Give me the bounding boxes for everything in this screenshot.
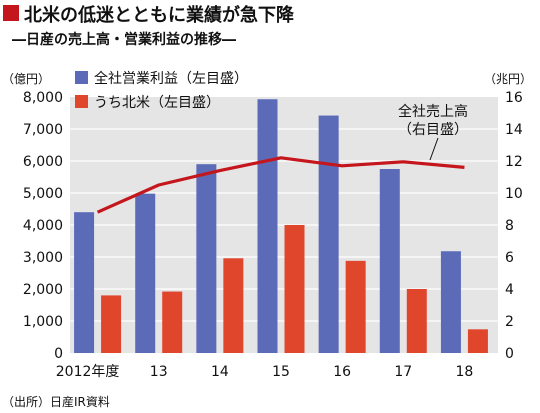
legend-label-operating-profit: 全社営業利益（左目盛） <box>94 70 248 87</box>
left-tick-label: 2,000 <box>23 282 63 298</box>
legend-swatch-north-america <box>75 95 88 108</box>
left-axis-ticks: 0 1,000 2,000 3,000 4,000 5,000 6,000 7,000 8,00… <box>23 90 63 362</box>
bar-operating-profit <box>74 212 95 353</box>
bar-north-america <box>406 289 427 353</box>
x-tick-label: 16 <box>333 364 351 380</box>
bar-operating-profit <box>257 99 278 354</box>
left-tick-label: 0 <box>54 346 63 362</box>
left-tick-label: 1,000 <box>23 314 63 330</box>
left-tick-label: 5,000 <box>23 186 63 202</box>
line-sales-series <box>96 156 465 214</box>
chart-title: 北米の低迷とともに業績が急下降 <box>24 4 295 26</box>
right-tick-label: 16 <box>505 90 523 106</box>
bar-north-america <box>162 291 183 353</box>
line-annotation: 全社売上高 （右目盛） <box>398 103 468 161</box>
x-tick-label: 14 <box>211 364 229 380</box>
right-axis-ticks: 0 2 4 6 8 10 12 14 16 <box>505 90 523 362</box>
right-tick-label: 4 <box>505 282 514 298</box>
bar-north-america <box>467 329 488 353</box>
bar-operating-profit <box>379 169 400 353</box>
source-note: （出所）日産IR資料 <box>2 394 110 409</box>
legend: 全社営業利益（左目盛） うち北米（左目盛） <box>75 70 248 111</box>
right-axis-unit: （兆円） <box>484 72 532 86</box>
line-label-leader <box>429 137 439 161</box>
left-tick-label: 4,000 <box>23 218 63 234</box>
left-tick-label: 7,000 <box>23 122 63 138</box>
x-tick-label: 13 <box>150 364 168 380</box>
left-tick-label: 8,000 <box>23 90 63 106</box>
right-tick-label: 6 <box>505 250 514 266</box>
bar-operating-profit <box>440 251 461 353</box>
bar-operating-profit <box>318 115 339 353</box>
right-tick-label: 0 <box>505 346 514 362</box>
right-tick-label: 14 <box>505 122 523 138</box>
x-tick-label: 15 <box>272 364 290 380</box>
legend-label-north-america: うち北米（左目盛） <box>94 95 220 111</box>
bar-north-america <box>284 225 305 353</box>
chart-subtitle: ―日産の売上高・営業利益の推移― <box>12 31 236 48</box>
title-marker <box>3 5 19 21</box>
right-tick-label: 8 <box>505 218 514 234</box>
bar-north-america <box>101 295 122 353</box>
x-axis-ticks: 2012年度 13 14 15 16 17 18 <box>56 364 474 380</box>
right-tick-label: 2 <box>505 314 514 330</box>
left-axis-unit: （億円） <box>2 72 50 86</box>
right-tick-label: 10 <box>505 186 523 202</box>
line-label-line1: 全社売上高 <box>398 103 468 120</box>
bars <box>74 99 488 354</box>
legend-swatch-operating-profit <box>75 71 88 84</box>
line-label-line2: （右目盛） <box>398 122 468 138</box>
bar-operating-profit <box>196 164 217 353</box>
bar-north-america <box>223 258 244 353</box>
right-tick-label: 12 <box>505 154 523 170</box>
bar-north-america <box>345 260 366 353</box>
left-tick-label: 6,000 <box>23 154 63 170</box>
x-tick-label: 17 <box>394 364 412 380</box>
left-tick-label: 3,000 <box>23 250 63 266</box>
x-tick-label: 2012年度 <box>56 364 120 380</box>
bar-operating-profit <box>135 193 156 353</box>
sales-line <box>96 156 465 214</box>
x-tick-label: 18 <box>456 364 474 380</box>
